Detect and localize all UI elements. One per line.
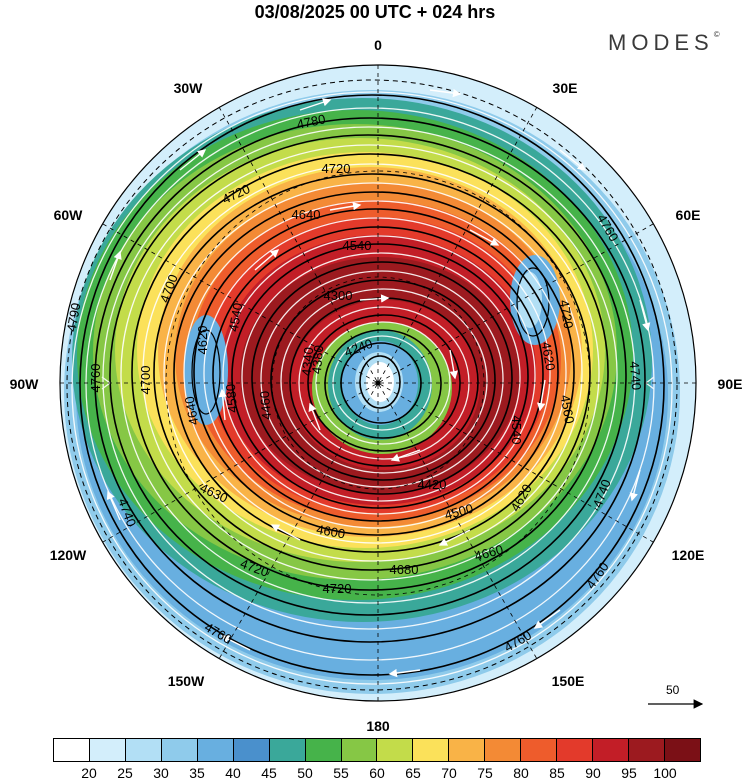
colorbar-tick-label: 90 (585, 765, 601, 781)
contour-label: 4660 (473, 542, 505, 564)
lon-label-90e: 90E (718, 376, 743, 392)
reference-vector-label: 50 (666, 683, 680, 697)
colorbar-tick-label: 55 (333, 765, 349, 781)
contour-label: 4500 (443, 501, 475, 523)
contour-label: 4620 (539, 341, 559, 372)
lon-label-0: 0 (374, 37, 382, 53)
colorbar-tick-label: 75 (477, 765, 493, 781)
colorbar-tick-label: 65 (405, 765, 421, 781)
contour-label: 4420 (418, 477, 447, 492)
contour-label: 4790 (64, 302, 84, 333)
contour-label: 4380 (309, 345, 326, 375)
lon-label-150e: 150E (552, 673, 585, 689)
contour-label: 4760 (88, 364, 103, 393)
lon-label-180: 180 (366, 718, 390, 734)
colorbar (53, 738, 701, 762)
colorbar-swatch (521, 739, 558, 761)
colorbar-tick-label: 35 (189, 765, 205, 781)
colorbar-swatch (197, 739, 234, 761)
colorbar-swatch (449, 739, 486, 761)
colorbar-tick-label: 85 (549, 765, 565, 781)
colorbar-tick-label: 60 (369, 765, 385, 781)
contour-label: 4720 (557, 299, 577, 330)
colorbar-swatch (413, 739, 450, 761)
colorbar-swatch (125, 739, 162, 761)
colorbar-swatch (341, 739, 378, 761)
contour-label: 4740 (627, 361, 644, 391)
contour-label: 4720 (323, 581, 352, 596)
modes-logo: MODES© (608, 30, 720, 56)
colorbar-swatch (54, 739, 90, 761)
brand-name: MODES (608, 30, 714, 55)
contour-label: 4460 (257, 390, 274, 420)
colorbar-swatch (485, 739, 522, 761)
contour-label: 4600 (315, 522, 346, 542)
lon-label-30w: 30W (174, 80, 204, 96)
colorbar-tick-label: 45 (261, 765, 277, 781)
contour-label: 4300 (324, 288, 353, 303)
contour-label: 4340 (299, 347, 316, 377)
colorbar-swatch (161, 739, 198, 761)
brand-mark: © (713, 30, 720, 39)
contour-label: 4720 (322, 161, 351, 176)
contour-label: 4560 (558, 394, 578, 425)
longitude-labels: 0 30E 60E 90E 120E 150E 180 150W 120W 90… (10, 37, 743, 734)
colorbar-tick-label: 95 (621, 765, 637, 781)
colorbar-swatch (269, 739, 306, 761)
colorbar-tick-label: 40 (225, 765, 241, 781)
colorbar-tick-label: 50 (297, 765, 313, 781)
colorbar-tick-label: 70 (441, 765, 457, 781)
colorbar-tick-label: 30 (153, 765, 169, 781)
contour-label: 4580 (223, 383, 240, 413)
lon-label-60e: 60E (676, 207, 701, 223)
lon-label-30e: 30E (553, 80, 578, 96)
colorbar-swatch (377, 739, 414, 761)
reference-vector-arrow (648, 699, 704, 709)
chart-title: 03/08/2025 00 UTC + 024 hrs (254, 2, 496, 22)
contour-label: 4540 (509, 416, 524, 445)
colorbar-swatch (233, 739, 270, 761)
lon-label-120w: 120W (50, 547, 87, 563)
contour-label: 4680 (390, 562, 419, 577)
colorbar-swatch (557, 739, 594, 761)
contour-label: 4540 (226, 302, 246, 333)
colorbar-swatch (593, 739, 629, 761)
contour-label: 4780 (295, 111, 326, 132)
contour-label: 4620 (195, 326, 210, 355)
contour-label: 4700 (138, 366, 153, 395)
colorbar-tick-label: 20 (81, 765, 97, 781)
colorbar-swatch (664, 739, 700, 761)
contour-label: 4640 (292, 207, 321, 222)
graticule (60, 65, 696, 701)
contour-label: 4640 (182, 395, 202, 426)
lon-label-150w: 150W (168, 673, 205, 689)
colorbar-tick-label: 80 (513, 765, 529, 781)
contour-label: 4540 (343, 238, 372, 253)
lon-label-90w: 90W (10, 376, 40, 392)
colorbar-tick-label: 25 (117, 765, 133, 781)
colorbar-tick-label: 100 (653, 765, 677, 781)
north-pole-marker (375, 380, 381, 386)
map-boundary (59, 64, 697, 702)
height-contours (66, 79, 678, 691)
colorbar-swatch (305, 739, 342, 761)
colorbar-swatch (89, 739, 126, 761)
colorbar-swatch (629, 739, 665, 761)
wind-arrows (106, 88, 651, 678)
lon-label-60w: 60W (54, 207, 84, 223)
colorbar-ticks: 20 25 30 35 40 45 50 55 60 65 70 75 80 85 90 95 100 (0, 765, 750, 781)
lon-label-120e: 120E (672, 547, 705, 563)
contour-labels: 4780 4720 4720 4640 4700 4700 4790 4760 … (64, 111, 645, 655)
